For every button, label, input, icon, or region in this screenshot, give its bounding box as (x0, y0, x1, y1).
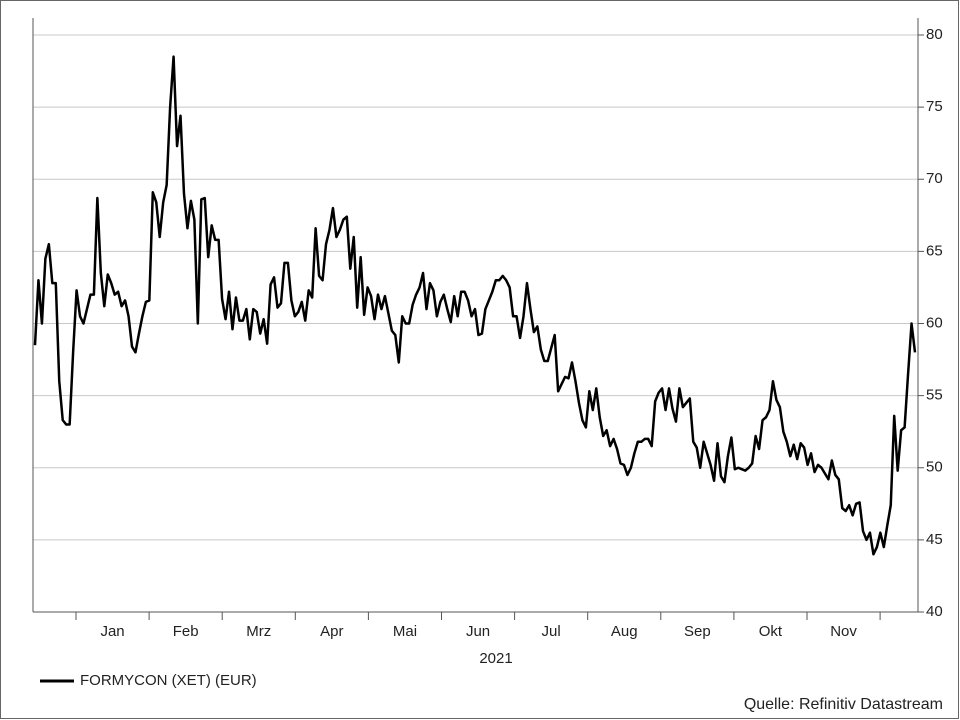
y-tick-label: 60 (926, 314, 943, 331)
x-tick-label: Mai (393, 623, 417, 640)
x-axis-label: 2021 (479, 650, 512, 667)
y-tick-label: 70 (926, 170, 943, 187)
x-tick-label: Aug (611, 623, 638, 640)
y-tick-label: 80 (926, 26, 943, 43)
x-tick-label: Apr (320, 623, 343, 640)
legend-label: FORMYCON (XET) (EUR) (80, 672, 257, 689)
y-tick-label: 45 (926, 531, 943, 548)
x-tick-label: Mrz (246, 623, 271, 640)
x-tick-label: Sep (684, 623, 711, 640)
y-tick-label: 65 (926, 242, 943, 259)
x-tick-label: Okt (759, 623, 783, 640)
x-tick-label: Jun (466, 623, 490, 640)
x-tick-label: Jul (542, 623, 561, 640)
y-tick-label: 40 (926, 603, 943, 620)
x-tick-label: Nov (830, 623, 857, 640)
y-tick-label: 55 (926, 387, 943, 404)
source-note: Quelle: Refinitiv Datastream (744, 696, 943, 713)
y-tick-label: 75 (926, 98, 943, 115)
y-tick-label: 50 (926, 459, 943, 476)
price-line (33, 55, 917, 556)
x-tick-label: Jan (100, 623, 124, 640)
x-tick-label: Feb (173, 623, 199, 640)
